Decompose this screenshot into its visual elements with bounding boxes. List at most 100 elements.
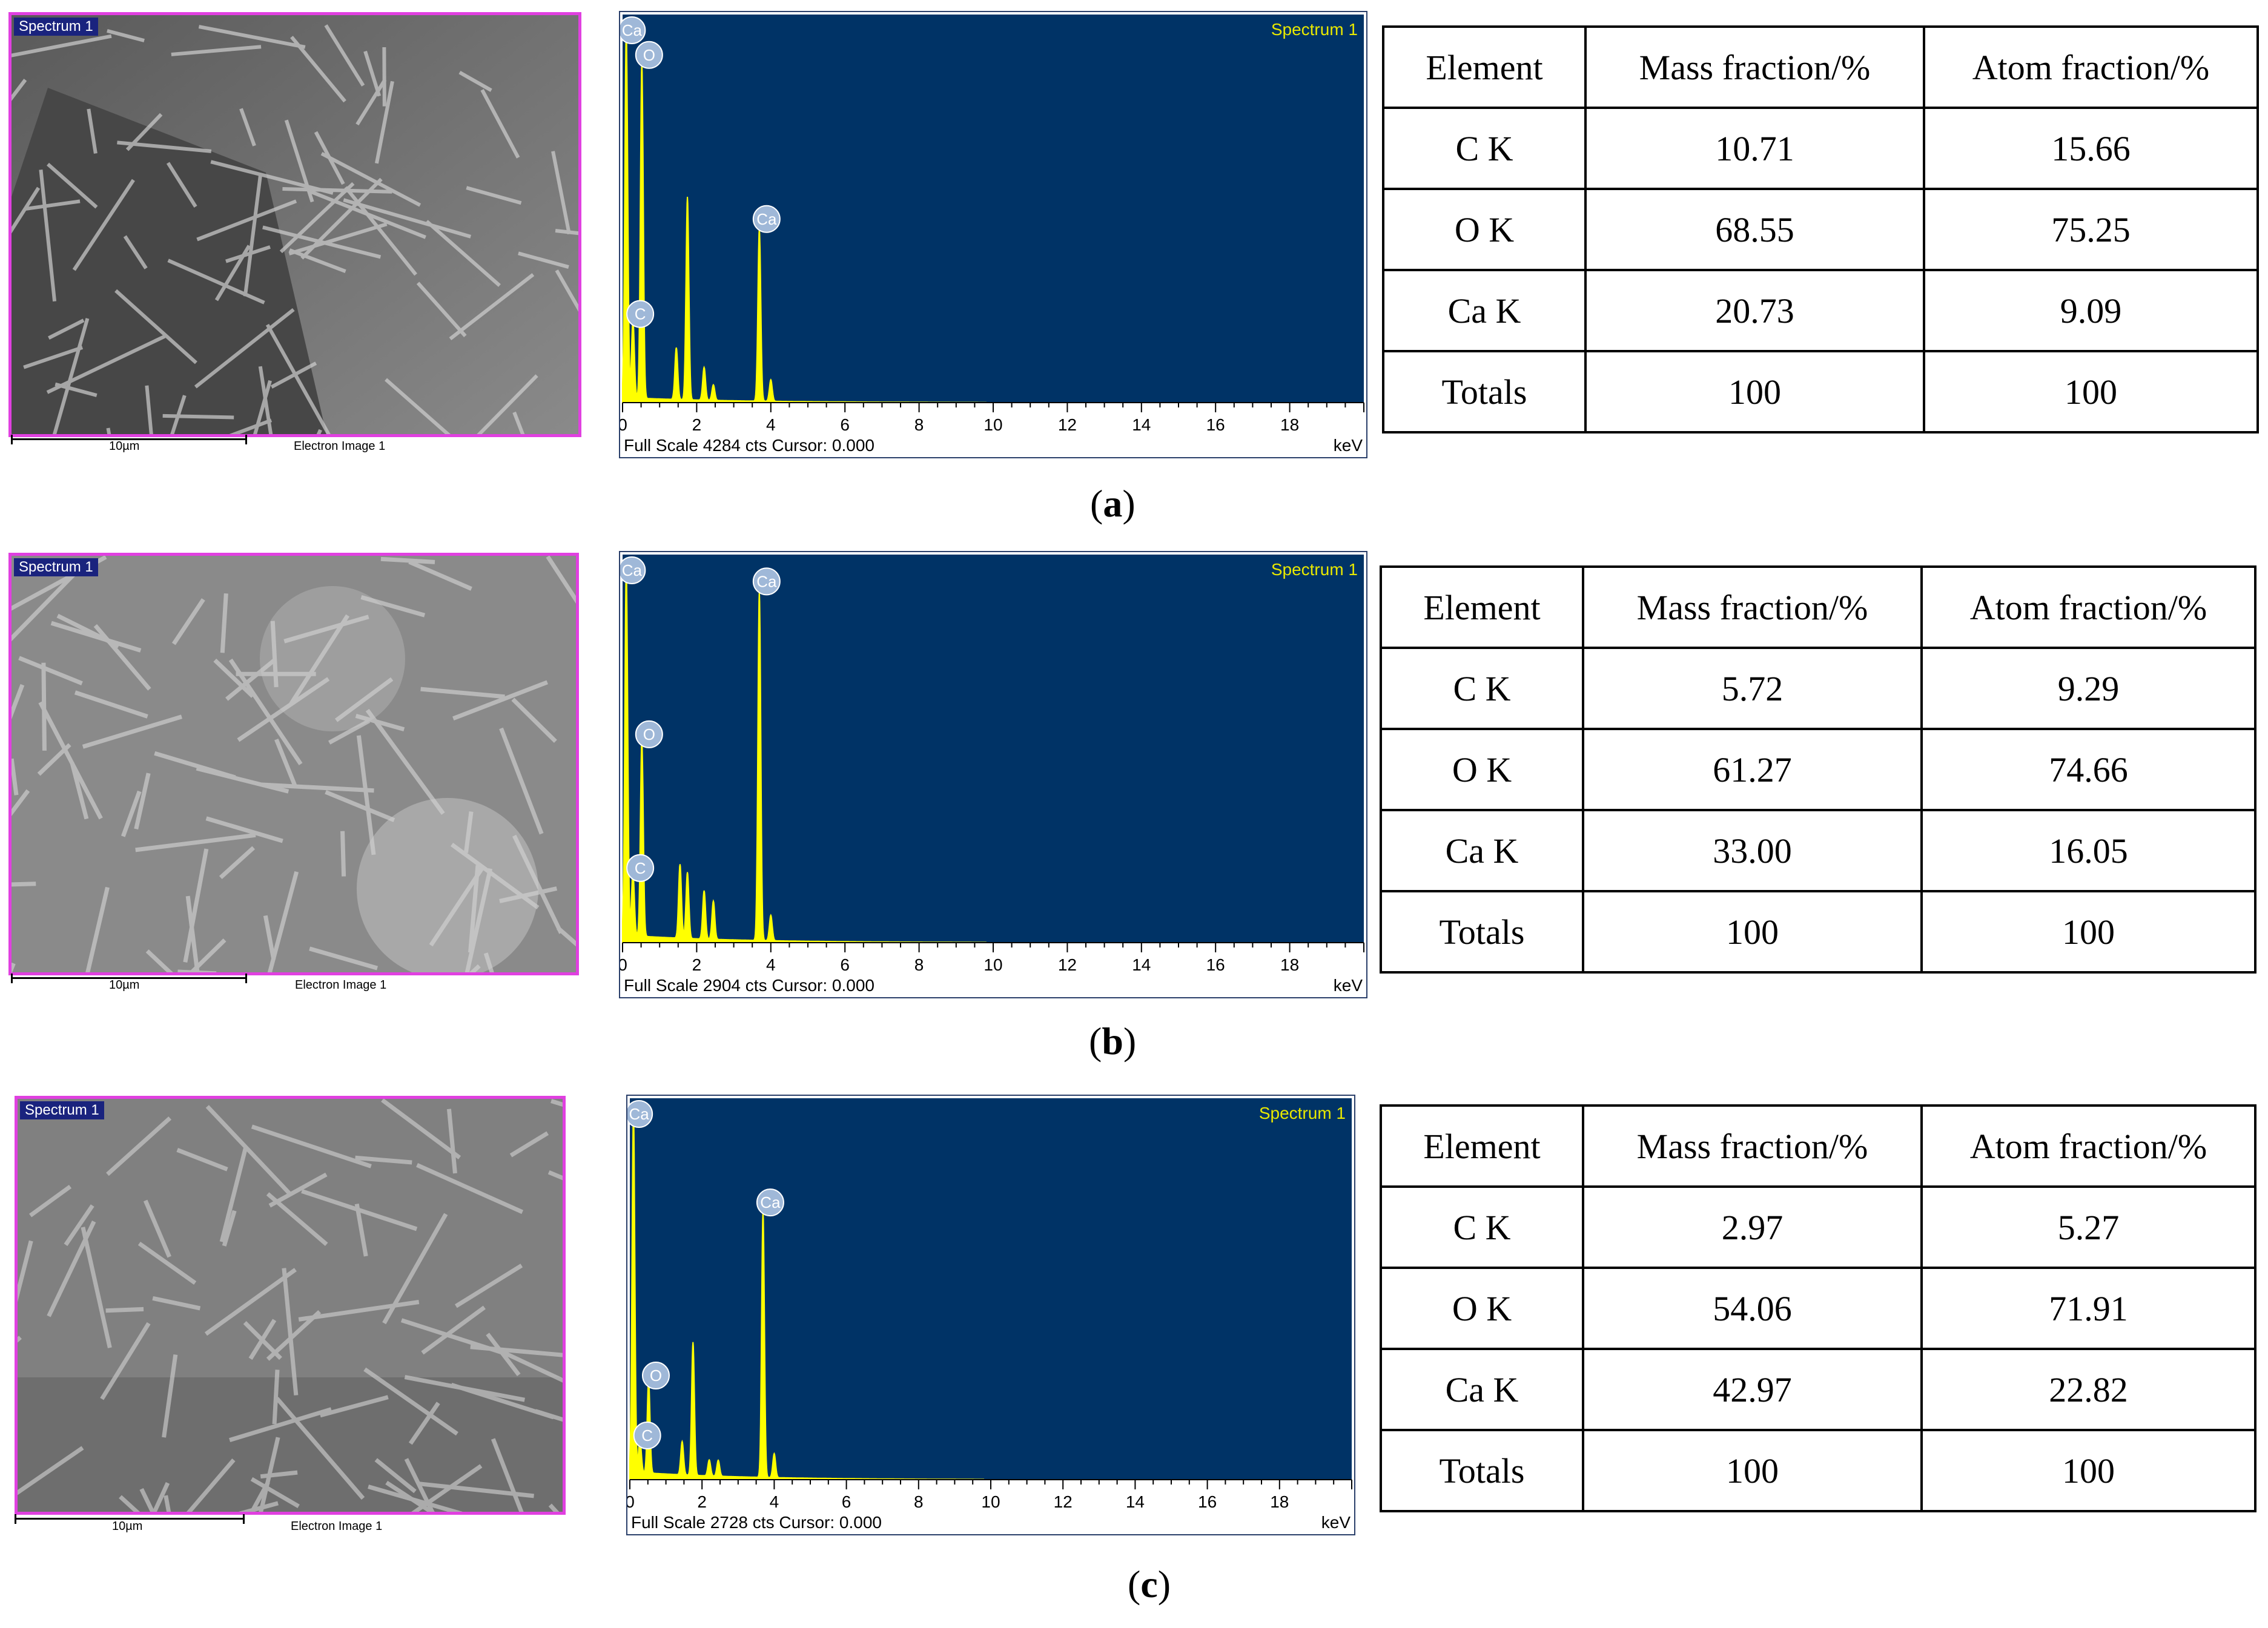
x-tick-label: 14 xyxy=(1132,955,1151,974)
x-tick-label: 6 xyxy=(842,1492,851,1511)
table-row: C K 2.97 5.27 xyxy=(1380,1185,2256,1269)
svg-text:Ca: Ca xyxy=(760,1193,781,1211)
table-row: Ca K 42.97 22.82 xyxy=(1380,1348,2256,1431)
table-header-row: Element Mass fraction/% Atom fraction/% xyxy=(1380,1104,2256,1188)
col-header: Element xyxy=(1380,1104,1584,1188)
svg-text:Ca: Ca xyxy=(756,210,777,228)
svg-text:C: C xyxy=(635,305,646,323)
x-tick-label: 0 xyxy=(620,415,627,434)
table-row: Totals 100 100 xyxy=(1380,890,2256,974)
scale-bar-tick xyxy=(11,435,13,444)
scale-bar xyxy=(11,977,247,979)
scale-bar xyxy=(11,438,247,440)
spectrum-plot-area xyxy=(623,15,1364,403)
table-row: Totals 100 100 xyxy=(1382,350,2259,433)
cell: 5.27 xyxy=(1920,1185,2256,1269)
x-tick-label: 10 xyxy=(984,955,1002,974)
table-header-row: Element Mass fraction/% Atom fraction/% xyxy=(1380,565,2256,649)
spectrum-chart: C O Ca Ca Spectrum 1 0 2 4 6 8 10 12 14 16 18 Full Scal… xyxy=(627,1098,1352,1532)
cell: 100 xyxy=(1584,350,1925,433)
svg-text:C: C xyxy=(635,859,646,877)
x-tick-label: 2 xyxy=(692,415,702,434)
cell: 75.25 xyxy=(1923,188,2259,271)
x-tick-label: 0 xyxy=(627,1492,635,1511)
col-header: Atom fraction/% xyxy=(1920,1104,2256,1188)
table-header-row: Element Mass fraction/% Atom fraction/% xyxy=(1382,25,2259,109)
eds-spectrum: C O Ca Ca Spectrum 1 0 2 4 6 8 10 12 14 16 18 Full Scal… xyxy=(619,551,1367,998)
x-tick-label: 12 xyxy=(1058,955,1077,974)
svg-text:Ca: Ca xyxy=(629,1105,650,1123)
peak-label: Ca xyxy=(756,1188,784,1217)
svg-text:Ca: Ca xyxy=(622,21,643,39)
spectrum-title: Spectrum 1 xyxy=(1271,560,1358,579)
x-tick-label: 16 xyxy=(1206,415,1225,434)
x-tick-label: 8 xyxy=(914,1492,924,1511)
x-tick-label: 18 xyxy=(1280,955,1299,974)
x-tick-label: 16 xyxy=(1206,955,1225,974)
scale-bar xyxy=(15,1518,245,1520)
sem-texture xyxy=(12,556,576,972)
x-tick-label: 8 xyxy=(914,415,924,434)
panel-a: Spectrum 1 10µm Electron Image 1 C O Ca Ca S… xyxy=(0,0,2268,539)
col-header: Mass fraction/% xyxy=(1582,1104,1923,1188)
x-tick-label: 18 xyxy=(1270,1492,1289,1511)
peak-label: C xyxy=(626,300,655,328)
scale-bar-label: 10µm xyxy=(109,440,140,453)
x-tick-label: 10 xyxy=(981,1492,1000,1511)
peak-label: Ca xyxy=(752,205,781,233)
scale-bar-tick xyxy=(15,1514,16,1524)
peak-label: O xyxy=(635,720,663,748)
element-table: Element Mass fraction/% Atom fraction/% … xyxy=(1380,565,2256,974)
electron-image-label: Electron Image 1 xyxy=(295,978,387,992)
table-row: O K 68.55 75.25 xyxy=(1382,188,2259,271)
cell: Ca K xyxy=(1382,269,1587,352)
cell: 100 xyxy=(1923,350,2259,433)
eds-spectrum: C O Ca Ca Spectrum 1 0 2 4 6 8 10 12 14 16 18 Full Scal… xyxy=(626,1095,1355,1535)
cell: 71.91 xyxy=(1920,1267,2256,1350)
spectrum-footer: Full Scale 2728 cts Cursor: 0.000 xyxy=(631,1513,882,1532)
spectrum-plot-area xyxy=(630,1098,1352,1480)
eds-spectrum: C O Ca Ca Spectrum 1 0 2 4 6 8 10 12 14 16 18 Full Scal… xyxy=(619,11,1367,458)
x-tick-label: 4 xyxy=(770,1492,779,1511)
peak-label: Ca xyxy=(752,567,781,596)
spectrum-footer: Full Scale 4284 cts Cursor: 0.000 xyxy=(624,436,874,455)
peak-label: O xyxy=(641,1362,670,1390)
caption-letter: c xyxy=(1140,1563,1158,1606)
cell: 9.09 xyxy=(1923,269,2259,352)
peak-label: Ca xyxy=(627,1100,653,1128)
x-tick-label: 14 xyxy=(1132,415,1151,434)
cell: C K xyxy=(1380,647,1584,730)
cell: Totals xyxy=(1380,1429,1584,1512)
cell: 68.55 xyxy=(1584,188,1925,271)
table-row: Totals 100 100 xyxy=(1380,1429,2256,1512)
x-axis-unit: keV xyxy=(1334,976,1363,995)
x-axis-unit: keV xyxy=(1334,436,1363,455)
col-header: Element xyxy=(1382,25,1587,109)
table-row: O K 61.27 74.66 xyxy=(1380,728,2256,811)
scale-bar-label: 10µm xyxy=(109,978,140,992)
x-tick-label: 12 xyxy=(1058,415,1077,434)
peak-label: C xyxy=(633,1422,661,1450)
sem-spectrum-tag: Spectrum 1 xyxy=(14,18,98,36)
x-tick-label: 2 xyxy=(697,1492,707,1511)
x-tick-label: 2 xyxy=(692,955,702,974)
spectrum-footer: Full Scale 2904 cts Cursor: 0.000 xyxy=(624,976,874,995)
x-tick-label: 10 xyxy=(984,415,1002,434)
cell: Totals xyxy=(1380,890,1584,974)
cell: 100 xyxy=(1920,1429,2256,1512)
cell: 15.66 xyxy=(1923,107,2259,190)
cell: 100 xyxy=(1582,890,1923,974)
svg-text:O: O xyxy=(643,46,655,64)
electron-image-label: Electron Image 1 xyxy=(291,1520,383,1533)
scale-bar-tick xyxy=(243,1514,245,1524)
col-header: Atom fraction/% xyxy=(1920,565,2256,649)
scale-bar-tick xyxy=(245,435,247,444)
panel-b: Spectrum 1 10µm Electron Image 1 C O Ca Ca S… xyxy=(0,539,2268,1084)
peak-label: Ca xyxy=(620,16,646,44)
col-header: Mass fraction/% xyxy=(1584,25,1925,109)
cell: Ca K xyxy=(1380,1348,1584,1431)
sem-image: Spectrum 1 xyxy=(8,12,581,437)
col-header: Atom fraction/% xyxy=(1923,25,2259,109)
panel-c: Spectrum 1 10µm Electron Image 1 C O Ca Ca S… xyxy=(0,1084,2268,1628)
table-row: C K 10.71 15.66 xyxy=(1382,107,2259,190)
